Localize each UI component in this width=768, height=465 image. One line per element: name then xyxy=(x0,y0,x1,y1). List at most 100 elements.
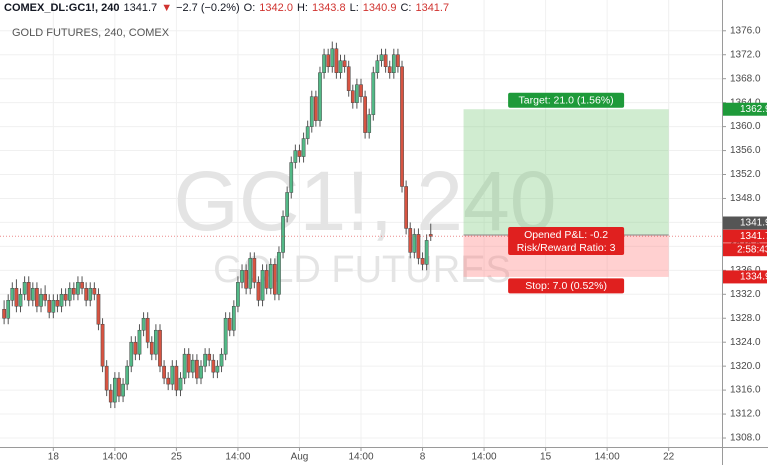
candle-body xyxy=(248,258,253,289)
candle-body xyxy=(424,240,429,265)
candle-body xyxy=(342,60,347,67)
candle-body xyxy=(186,353,191,373)
x-tick-label: 14:00 xyxy=(102,452,127,463)
candle-body xyxy=(305,126,310,139)
candle-body xyxy=(396,54,400,67)
candle-body xyxy=(367,114,372,133)
y-tick-label: 1376.0 xyxy=(730,25,761,36)
candle-body xyxy=(100,323,105,367)
candle-body xyxy=(30,288,35,301)
position-label: Opened P&L: -0.2 xyxy=(524,229,608,241)
candle-body xyxy=(80,282,84,289)
candle-body xyxy=(264,270,269,289)
candle-body xyxy=(391,54,396,73)
candle-body xyxy=(289,162,294,193)
candle-body xyxy=(170,365,175,385)
ohlc-label: H: xyxy=(296,2,308,14)
candle-body xyxy=(260,270,265,301)
candle-body xyxy=(84,288,88,301)
candle-body xyxy=(326,54,331,67)
y-tick-label: 1332.0 xyxy=(730,289,761,300)
candle-body xyxy=(404,186,408,229)
ohlc-value: 1340.9 xyxy=(362,2,397,14)
candle-body xyxy=(10,288,15,301)
y-tick-label: 1316.0 xyxy=(730,385,761,396)
candle-body xyxy=(18,294,23,307)
candle-body xyxy=(55,300,60,307)
x-tick-label: 14:00 xyxy=(348,452,373,463)
candle-body xyxy=(297,150,302,157)
candle-body xyxy=(211,359,216,373)
position-label: Risk/Reward Ratio: 3 xyxy=(517,242,616,254)
candle-body xyxy=(108,389,113,403)
price-axis-label: 1362.9 xyxy=(740,104,768,115)
x-tick-label: 22 xyxy=(663,452,675,463)
candle-body xyxy=(371,72,376,115)
candle-body xyxy=(158,329,162,367)
candle-body xyxy=(281,216,285,253)
candle-body xyxy=(129,341,134,367)
y-tick-label: 1348.0 xyxy=(730,193,761,204)
candle-body xyxy=(219,353,224,367)
candle-body xyxy=(121,383,125,397)
x-tick-label: 8 xyxy=(420,452,426,463)
candle-body xyxy=(113,377,117,403)
y-tick-label: 1352.0 xyxy=(730,169,761,180)
candle-body xyxy=(154,329,158,355)
price-axis-box xyxy=(723,229,767,243)
price-axis-label: 1334.9 xyxy=(740,272,768,283)
y-tick-label: 1368.0 xyxy=(730,73,761,84)
profit-zone xyxy=(463,109,669,235)
y-tick-label: 1328.0 xyxy=(730,313,761,324)
x-tick-label: 14:00 xyxy=(225,452,250,463)
ohlc-label: C: xyxy=(400,2,412,14)
candle-body xyxy=(363,96,367,133)
candle-body xyxy=(383,54,388,67)
candle-body xyxy=(223,317,228,355)
symbol: COMEX_DL:GC1!, 240 xyxy=(4,2,120,14)
y-tick-label: 1324.0 xyxy=(730,337,761,348)
countdown-box xyxy=(723,243,767,257)
price-axis-label: 1341.9 xyxy=(740,218,768,229)
candle-body xyxy=(174,365,179,391)
candle-body xyxy=(199,365,203,379)
candle-body xyxy=(231,306,236,331)
candle-body xyxy=(240,270,244,283)
candle-body xyxy=(166,377,171,385)
price-axis-box xyxy=(723,216,767,230)
candle-body xyxy=(400,66,404,187)
legend-header: COMEX_DL:GC1!, 240 1341.7 ▼ −2.7 (−0.2%)… xyxy=(4,2,449,14)
watermark: GC1!, 240 xyxy=(174,154,557,248)
candle-body xyxy=(47,300,52,313)
x-tick-label: 15 xyxy=(540,452,552,463)
candle-body xyxy=(428,234,433,237)
candle-body xyxy=(285,192,290,217)
candle-body xyxy=(416,234,421,259)
ohlc-value: 1342.0 xyxy=(259,2,293,14)
candle-body xyxy=(133,341,138,355)
candle-body xyxy=(318,72,322,121)
candle-body xyxy=(355,84,359,103)
candle-body xyxy=(379,54,384,61)
ohlc-value: 1341.7 xyxy=(415,2,450,14)
candle-body xyxy=(350,90,355,103)
candle-body xyxy=(14,288,19,307)
x-tick-label: 25 xyxy=(171,452,183,463)
candle-body xyxy=(59,294,64,307)
candle-body xyxy=(71,288,76,295)
candle-body xyxy=(67,288,72,301)
candle-body xyxy=(277,252,281,295)
x-tick-label: 18 xyxy=(48,452,60,463)
candle-body xyxy=(334,48,339,73)
candle-body xyxy=(88,288,93,301)
candle-body xyxy=(322,54,326,73)
candle-body xyxy=(104,365,109,391)
candle-body xyxy=(96,294,101,325)
candle-body xyxy=(195,359,199,379)
candle-body xyxy=(51,300,56,313)
price-axis-box xyxy=(723,270,767,284)
candle-body xyxy=(314,96,318,121)
